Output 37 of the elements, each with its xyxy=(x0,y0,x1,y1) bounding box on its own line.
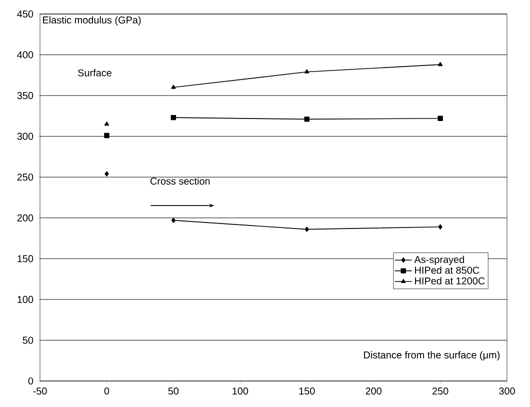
point xyxy=(170,114,176,120)
point xyxy=(104,122,110,126)
x-tick-label: 300 xyxy=(499,388,515,395)
annotation: Cross section xyxy=(150,177,210,185)
x-tick-label: 0 xyxy=(104,388,110,395)
point xyxy=(304,116,310,122)
point xyxy=(304,226,309,232)
x-tick-label: 100 xyxy=(232,388,248,395)
point xyxy=(104,171,109,176)
point xyxy=(438,224,442,230)
point xyxy=(438,116,443,121)
y-tick-label: 100 xyxy=(18,296,34,303)
y-tick-label: 150 xyxy=(18,255,34,262)
point xyxy=(171,84,176,89)
x-axis-title: Distance from the surface (μm) xyxy=(364,351,500,360)
point xyxy=(304,69,310,74)
y-tick-label: 300 xyxy=(17,132,34,140)
x-tick-label: 50 xyxy=(168,388,179,395)
y-tick-label: 50 xyxy=(22,336,34,344)
legend-label: HIPed at 1200C xyxy=(415,277,485,284)
y-tick-label: 350 xyxy=(17,92,34,100)
point xyxy=(104,132,110,138)
legend-label: HIPed at 850C xyxy=(415,266,480,274)
y-tick-label: 450 xyxy=(17,10,34,18)
x-tick-label: 150 xyxy=(299,388,315,395)
y-tick-label: 400 xyxy=(17,51,34,58)
x-tick-label: 200 xyxy=(366,388,382,395)
annotation: Surface xyxy=(78,69,112,76)
point xyxy=(438,62,443,66)
y-tick-label: 0 xyxy=(28,377,34,385)
point xyxy=(171,218,176,223)
y-tick-label: 250 xyxy=(17,174,34,181)
y-axis-title: Elastic modulus (GPa) xyxy=(43,16,141,26)
x-tick-label: 250 xyxy=(432,388,448,395)
x-tick-label: -50 xyxy=(33,388,47,395)
legend-label: As-sprayed xyxy=(414,256,464,266)
y-tick-label: 200 xyxy=(17,214,34,222)
